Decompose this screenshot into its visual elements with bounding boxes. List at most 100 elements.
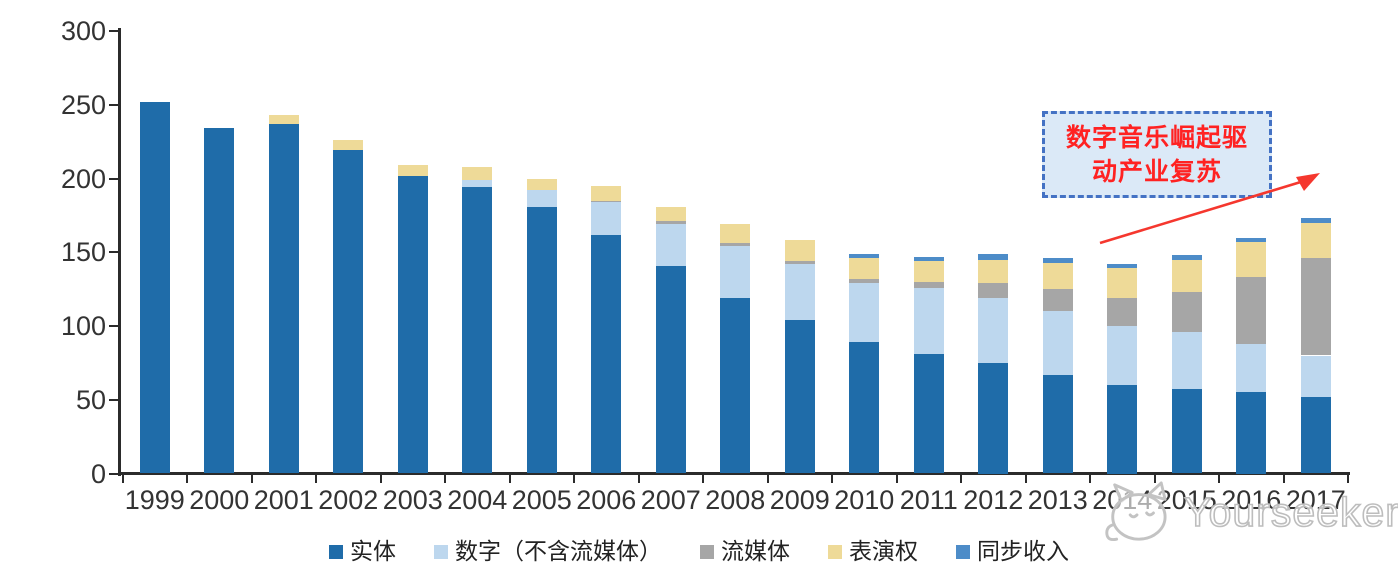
bar-segment-2014 [1107,264,1138,269]
legend-item-流媒体: 流媒体 [700,540,790,563]
legend-item-同步收入: 同步收入 [956,540,1069,563]
annotation-text-line2: 动产业复苏 [1091,157,1222,186]
x-axis-tick [444,475,446,483]
bar-segment-2006 [591,185,622,201]
x-axis-label-2009: 2009 [769,485,830,515]
bar-segment-2001 [268,123,299,474]
bar-segment-2010 [849,258,880,279]
y-axis-tick [109,251,118,254]
x-axis-label-2013: 2013 [1027,485,1088,515]
x-axis-label-2006: 2006 [576,485,637,515]
legend-swatch [434,544,448,559]
bar-segment-2017 [1300,396,1331,474]
bar-segment-2013 [1042,258,1073,263]
x-axis-tick [702,475,704,483]
legend-item-实体: 实体 [329,540,396,563]
bar-segment-2016 [1236,343,1267,393]
legend-label: 同步收入 [977,538,1069,564]
y-axis-tick [109,325,118,327]
bar-segment-2008 [720,243,751,247]
bar-segment-2008 [720,246,751,298]
x-axis-tick [895,475,898,483]
y-axis-label-250: 250 [60,89,106,120]
bar-segment-2014 [1107,385,1138,474]
bar-segment-2007 [655,221,686,225]
x-axis-label-2005: 2005 [511,485,572,515]
y-axis-label-150: 150 [60,237,106,268]
bar-segment-2017 [1300,258,1331,356]
y-axis [118,28,121,476]
bar-segment-2012 [978,297,1009,363]
bar-segment-2008 [720,297,751,474]
bar-segment-2017 [1300,222,1331,259]
y-axis-tick [109,177,118,180]
x-axis-tick [1089,475,1091,483]
x-axis-tick [637,475,640,483]
y-axis-label-200: 200 [60,163,106,194]
bar-segment-2001 [268,115,299,124]
bar-segment-2012 [978,253,1009,260]
legend-label: 流媒体 [721,538,790,564]
bar-segment-2015 [1171,292,1202,332]
bar-segment-2007 [655,265,686,474]
x-axis-label-2017: 2017 [1285,485,1346,515]
bar-segment-2010 [849,253,880,259]
bar-segment-2015 [1171,331,1202,390]
bar-segment-2014 [1107,326,1138,385]
annotation-box: 数字音乐崛起驱 动产业复苏 [1042,111,1272,198]
legend: 实体 数字（不含流媒体） 流媒体 表演权 同步收入 [0,540,1398,563]
x-axis [118,472,1350,475]
x-axis-tick [573,475,575,483]
y-axis-label-50: 50 [75,384,106,415]
y-axis-tick [109,472,118,475]
bar-segment-2009 [784,320,815,474]
x-axis-tick [315,475,317,483]
bar-segment-2012 [978,362,1009,474]
bar-segment-2010 [849,342,880,474]
bar-segment-2005 [526,206,557,474]
bar-segment-2011 [913,256,944,262]
x-axis-tick [1218,475,1220,483]
bar-segment-2015 [1171,389,1202,474]
bar-segment-2010 [849,278,880,284]
y-axis-label-100: 100 [60,311,106,341]
x-axis-label-2007: 2007 [640,485,701,515]
x-axis-tick [379,475,382,483]
watermark-text: Yourseeker [1183,488,1398,535]
bar-segment-2015 [1171,259,1202,293]
bar-segment-2013 [1042,262,1073,290]
bar-segment-2011 [913,287,944,355]
legend-item-表演权: 表演权 [828,540,918,563]
yourseeker-logo-icon [1105,481,1167,542]
bar-segment-2016 [1236,392,1267,474]
y-axis-tick [109,103,118,106]
bar-segment-2015 [1171,255,1202,260]
bar-segment-2012 [978,283,1009,298]
x-axis-label-1999: 1999 [124,485,185,515]
bar-segment-2009 [784,240,815,262]
legend-swatch [956,544,970,559]
bar-segment-2008 [720,224,751,244]
x-axis-tick [766,475,769,483]
y-axis-tick [109,398,118,401]
bar-segment-2003 [397,165,428,176]
bar-segment-2016 [1236,241,1267,278]
bar-segment-2004 [462,187,493,474]
bar-segment-1999 [139,101,170,474]
bar-segment-2007 [655,224,686,266]
x-axis-tick [1024,475,1027,483]
x-axis-label-2015: 2015 [1156,485,1217,515]
legend-swatch [828,544,842,559]
x-axis-tick [1347,475,1349,483]
x-axis-tick [1282,475,1285,483]
legend-item-数字（不含流媒体）: 数字（不含流媒体） [434,540,662,563]
watermark: Yourseeker [1092,480,1398,544]
x-axis-label-2002: 2002 [318,485,379,515]
bar-segment-2004 [462,179,493,188]
x-axis-tick [250,475,253,483]
bar-segment-2006 [591,202,622,235]
x-axis-label-2016: 2016 [1221,485,1282,515]
bar-segment-2010 [849,283,880,343]
bar-segment-2000 [204,128,235,474]
